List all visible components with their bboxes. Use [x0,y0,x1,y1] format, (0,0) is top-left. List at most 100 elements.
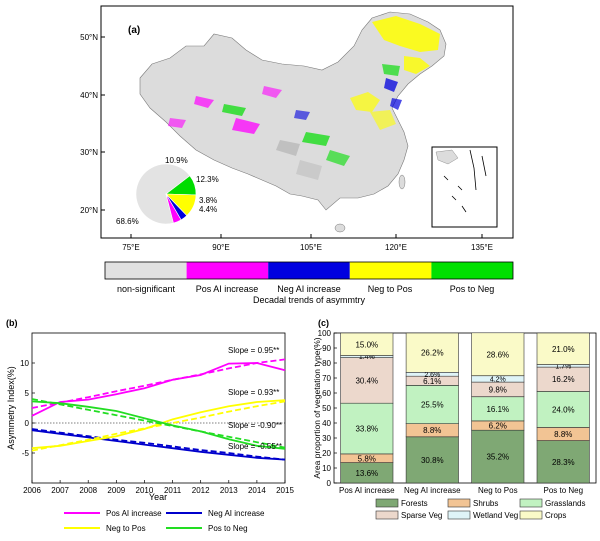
legend-label: Neg to Pos [106,524,146,533]
bar-value-label: 30.8% [421,456,444,465]
y-tick-label: 0 [25,419,30,428]
colorbar-label: non-significant [117,284,176,294]
x-tick-label: 2006 [23,486,41,495]
legend-label: Forests [401,499,428,508]
panel-a-label: (a) [128,25,140,36]
lon-tick-label: 75°E [122,243,139,252]
colorbar: non-significant Pos AI increase Neg AI i… [104,261,514,305]
hainan-island [334,223,346,233]
legend-label: Crops [545,511,566,520]
y-tick-label: 5 [25,389,30,398]
pie-label-neg-to-pos: 12.3% [196,175,219,184]
bar-segment-forests [405,436,459,484]
y-tick-label: 10 [322,464,331,473]
bar-value-label: 4.2% [490,376,506,383]
legend-swatch-sparse-veg [375,510,399,520]
panel-b-xlabel: Year [149,492,167,502]
colorbar-label: Pos to Neg [450,284,495,294]
x-tick-label: 2012 [192,486,210,495]
bar-segment-sparse-veg [340,357,394,404]
colorbar-segment-pos-ai-increase [186,262,269,279]
y-tick-label: 20 [322,449,331,458]
pie-slice-non-significant [135,163,191,225]
trend-line-pos-to-neg [31,398,286,449]
bar-value-label: 1.4% [359,354,375,361]
x-tick-label: 2013 [220,486,238,495]
y-tick-label: 90 [322,344,331,353]
slope-label-pos-to-neg: Slope = -0.90** [228,421,282,430]
y-tick-label: 60 [322,389,331,398]
legend-label: Pos to Neg [208,524,248,533]
bar-segment-crops [405,332,459,373]
legend-label: Shrubs [473,499,498,508]
bar-segment-forests [471,429,525,484]
panel-c-x-axis: Pos AI increase Neg AI increase Neg to Pos… [339,486,583,495]
pie-label-non-significant: 68.6% [116,217,139,226]
colorbar-segment-pos-to-neg [431,262,513,279]
x-tick-label: 2009 [107,486,125,495]
y-tick-label: -5 [22,449,30,458]
bar-value-label: 8.8% [423,426,441,435]
legend-swatch-crops [519,510,543,520]
panel-b-slope-labels: Slope = 0.95** Slope = 0.93** Slope = -0… [228,346,282,451]
bar-value-label: 24.0% [552,405,575,414]
panel-b-ylabel: Asymmetry Index(%) [6,366,16,450]
y-tick-label: 0 [327,479,332,488]
slope-label-neg-to-pos: Slope = 0.93** [228,388,279,397]
x-tick-label: 2015 [276,486,294,495]
bar-value-label: 2.6% [424,372,440,379]
y-tick-label: 100 [318,329,332,338]
colorbar-label: Neg AI increase [277,284,341,294]
trend-line-neg-ai-increase [31,428,286,461]
bar-value-label: 6.1% [423,377,441,386]
panel-b-frame [31,332,286,484]
colorbar-title: Decadal trends of asymmtry [253,295,366,305]
bar-segment-grasslands [340,402,394,455]
x-tick-label: 2008 [79,486,97,495]
bar-segment-crops [536,332,590,365]
panel-b-x-axis: 2006 2007 2008 2009 2010 2011 2012 2013 2014 2015 [23,480,294,495]
legend-swatch-wetland-veg [447,510,471,520]
bar-value-label: 6.2% [489,422,507,431]
bar-value-label: 15.0% [355,340,378,349]
legend-label: Neg AI increase [208,509,265,518]
x-tick-label: Pos to Neg [544,486,584,495]
lon-tick-label: 105°E [300,243,322,252]
series-line-pos-ai-increase [31,362,286,417]
bar-value-label: 5.8% [358,454,376,463]
colorbar-segment-neg-to-pos [349,262,432,279]
y-tick-label: 30 [322,434,331,443]
panel-c-ylabel: Area proportion of vegetation type(%) [312,337,322,478]
x-tick-label: Neg to Pos [478,486,518,495]
series-line-neg-ai-increase [31,429,286,461]
panel-c-label: (c) [318,318,329,328]
panel-a-map: (a) [80,5,514,252]
bar-value-label: 1.7% [555,363,571,370]
bar-value-label: 13.6% [355,469,378,478]
lat-tick-label: 30°N [80,148,98,157]
bar-value-label: 33.8% [355,425,378,434]
lat-axis: 20°N 30°N 40°N 50°N [80,33,105,215]
x-tick-label: 2007 [51,486,69,495]
panel-c-stacked-bar-chart: (c) 0 10 20 30 40 50 60 70 80 90 100 13.6% 5.8% 33.8… [312,318,597,520]
bar-value-label: 25.5% [421,401,444,410]
trend-line-pos-ai-increase [31,358,286,409]
bar-value-label: 35.2% [486,453,509,462]
panel-b-y-axis: -5 0 5 10 [20,359,35,458]
panel-b-series [31,358,286,461]
lon-tick-label: 90°E [212,243,229,252]
y-tick-label: 50 [322,404,331,413]
legend-label: Grasslands [545,499,585,508]
lon-tick-label: 120°E [385,243,407,252]
legend-label: Pos AI increase [106,509,162,518]
legend-swatch-forests [375,498,399,508]
south-china-sea-inset [431,146,498,228]
legend-label: Wetland Veg [473,511,518,520]
bar-segment-crops [471,332,525,376]
lat-tick-label: 50°N [80,33,98,42]
panel-c-legend: Forests Shrubs Grasslands Sparse Veg Wetland… [375,498,585,520]
bar-value-label: 8.8% [554,430,572,439]
bar-segment-crops [340,332,394,356]
